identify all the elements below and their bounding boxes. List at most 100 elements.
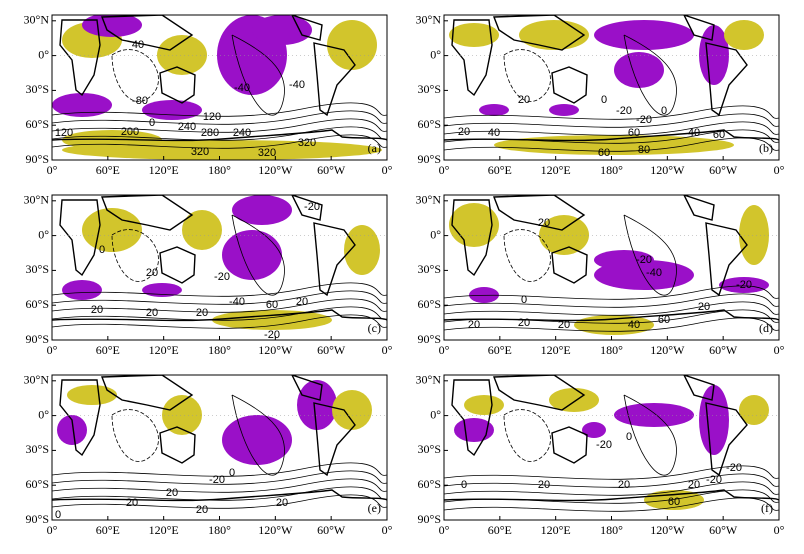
lon-label: 120°E bbox=[541, 343, 571, 357]
contour-line bbox=[623, 214, 677, 296]
contour-label: 20 bbox=[126, 497, 138, 509]
contour-label: 0 bbox=[229, 467, 235, 479]
anomaly-region bbox=[212, 310, 332, 330]
contour-label: -20 bbox=[209, 474, 225, 486]
lon-label: 180° bbox=[600, 343, 623, 357]
contour-label: 320 bbox=[298, 137, 316, 149]
anomaly-region bbox=[724, 20, 764, 50]
lon-label: 120°E bbox=[149, 163, 179, 177]
lat-label: 90°S bbox=[26, 152, 49, 166]
lon-label: 0° bbox=[439, 523, 450, 537]
coastline bbox=[705, 222, 748, 297]
contour-line bbox=[52, 290, 387, 305]
contour-line bbox=[52, 462, 387, 477]
contour-label: -20 bbox=[706, 474, 722, 486]
coastline bbox=[52, 309, 387, 322]
contour-label: 0 bbox=[626, 431, 632, 443]
coastline bbox=[313, 42, 356, 117]
coastline bbox=[451, 199, 493, 277]
anomaly-region bbox=[67, 385, 117, 405]
coastline bbox=[291, 375, 323, 401]
contour-label: -20 bbox=[636, 114, 652, 126]
coastline bbox=[52, 489, 387, 502]
lat-label: 60°S bbox=[26, 297, 49, 311]
lat-label: 0° bbox=[38, 227, 49, 241]
contour-label: 280 bbox=[201, 127, 219, 139]
coastline bbox=[291, 195, 323, 221]
contour-label: -20 bbox=[214, 271, 230, 283]
lon-label: 0° bbox=[382, 523, 393, 537]
contour-label: 20 bbox=[146, 267, 158, 279]
contour-line bbox=[444, 301, 779, 316]
lat-label: 0° bbox=[430, 407, 441, 421]
lat-label: 30°S bbox=[26, 442, 49, 456]
map-panel: 20 0 -20 0 -20 20 40 60 80 60 40 60 (b) 30°N 0° 30°S 60°… bbox=[416, 13, 785, 177]
contour-line bbox=[52, 494, 387, 509]
lon-label: 60°E bbox=[96, 343, 120, 357]
anomaly-region bbox=[519, 20, 589, 50]
anomaly-region bbox=[739, 205, 769, 265]
coastline bbox=[100, 375, 194, 411]
lat-label: 30°S bbox=[418, 82, 441, 96]
lon-label: 60°W bbox=[317, 343, 346, 357]
map-content: 40 -80 120 200 0 240 120 280 320 320 320 -40 -40 240 bbox=[52, 15, 387, 160]
contour-label: 20 bbox=[468, 319, 480, 331]
lon-label: 120°E bbox=[149, 343, 179, 357]
contour-label: 0 bbox=[521, 294, 527, 306]
lat-label: 60°S bbox=[418, 297, 441, 311]
contour-line bbox=[231, 34, 285, 116]
contour-label: 40 bbox=[628, 319, 640, 331]
contour-label: 60 bbox=[628, 127, 640, 139]
contour-line bbox=[52, 306, 387, 321]
anomaly-region bbox=[549, 104, 579, 116]
contour-line bbox=[444, 497, 779, 512]
contour-line bbox=[444, 481, 779, 496]
contour-label: 40 bbox=[688, 127, 700, 139]
contour-line bbox=[503, 49, 551, 102]
lon-label: 60°W bbox=[709, 343, 738, 357]
contour-label: 20 bbox=[458, 126, 470, 138]
contour-line bbox=[52, 470, 387, 485]
lon-label: 0° bbox=[382, 343, 393, 357]
coastline bbox=[451, 379, 493, 457]
anomaly-region bbox=[332, 390, 372, 430]
anomaly-region bbox=[62, 280, 102, 300]
map-panel: -20 0 20 -20 -40 20 20 20 60 20 -20 (c) 30°N 0° 30°S 60… bbox=[24, 193, 393, 357]
panel-label: (d) bbox=[759, 321, 773, 335]
contour-line bbox=[52, 282, 387, 297]
lat-label: 90°S bbox=[26, 512, 49, 526]
contour-label: 20 bbox=[518, 94, 530, 106]
anomaly-region bbox=[594, 20, 694, 50]
anomaly-region bbox=[344, 225, 380, 275]
lat-label: 30°N bbox=[24, 373, 50, 387]
anomaly-region bbox=[142, 100, 202, 120]
coastline bbox=[52, 129, 387, 142]
coastline bbox=[100, 195, 194, 231]
lon-label: 60°E bbox=[96, 523, 120, 537]
contour-line bbox=[503, 409, 551, 462]
anomaly-region bbox=[222, 415, 292, 465]
lon-label: 60°W bbox=[709, 523, 738, 537]
contour-label: 60 bbox=[668, 496, 680, 508]
anomaly-region bbox=[549, 388, 599, 412]
anomaly-region bbox=[57, 415, 87, 445]
contour-label: 20 bbox=[688, 479, 700, 491]
map-content: 0 20 20 -20 20 20 0 bbox=[52, 375, 387, 520]
contour-label: 40 bbox=[488, 127, 500, 139]
coastline bbox=[59, 379, 101, 457]
anomaly-region bbox=[614, 52, 664, 88]
lat-label: 30°N bbox=[416, 373, 442, 387]
map-content: 20 0 -20 0 -20 20 40 60 80 60 40 60 bbox=[444, 15, 779, 159]
contour-line bbox=[444, 121, 779, 136]
contour-line bbox=[444, 465, 779, 480]
anomaly-region bbox=[574, 315, 654, 335]
panel-label: (f) bbox=[761, 501, 773, 515]
contour-line bbox=[52, 134, 387, 149]
lon-label: 120°W bbox=[258, 343, 293, 357]
lat-label: 30°S bbox=[418, 442, 441, 456]
contour-label: 20 bbox=[276, 497, 288, 509]
lon-label: 180° bbox=[208, 163, 231, 177]
lon-label: 0° bbox=[774, 163, 785, 177]
anomaly-region bbox=[464, 395, 504, 415]
